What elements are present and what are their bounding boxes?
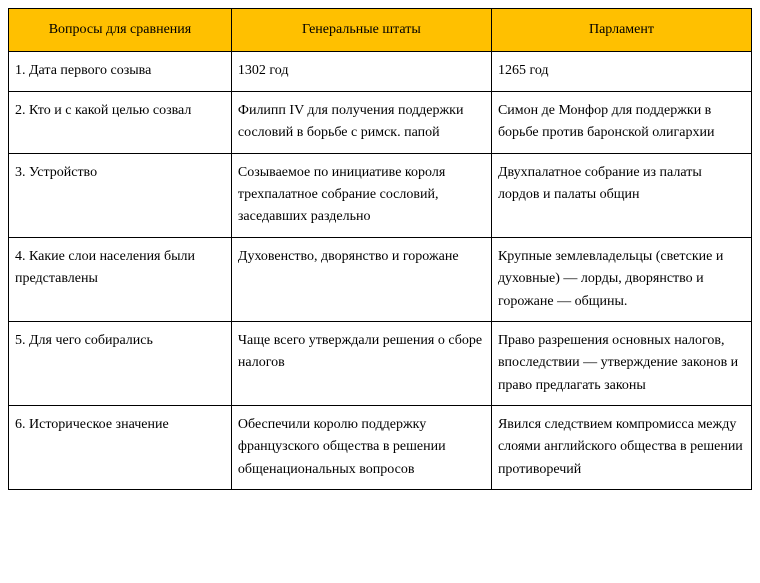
table-row: 5. Для чего собирались Чаще всего утверж… [9, 321, 752, 405]
cell-parliament: Двухпалатное собрание из палаты лордов и… [491, 153, 751, 237]
table-row: 2. Кто и с какой целью созвал Филипп IV … [9, 91, 752, 153]
table-row: 6. Историческое значение Обеспечили коро… [9, 406, 752, 490]
header-parliament: Парламент [491, 9, 751, 52]
cell-estates: Духовенство, дворянство и горожане [231, 237, 491, 321]
cell-question: 5. Для чего собирались [9, 321, 232, 405]
table-row: 1. Дата первого созыва 1302 год 1265 год [9, 52, 752, 91]
table-row: 3. Устройство Созываемое по инициативе к… [9, 153, 752, 237]
header-estates-general: Генеральные штаты [231, 9, 491, 52]
cell-parliament: 1265 год [491, 52, 751, 91]
header-questions: Вопросы для сравнения [9, 9, 232, 52]
cell-question: 4. Какие слои населения были представлен… [9, 237, 232, 321]
cell-question: 3. Устройство [9, 153, 232, 237]
table-header-row: Вопросы для сравнения Генеральные штаты … [9, 9, 752, 52]
cell-estates: Обеспечили королю поддержку французского… [231, 406, 491, 490]
cell-estates: Филипп IV для получения поддержки сослов… [231, 91, 491, 153]
comparison-table: Вопросы для сравнения Генеральные штаты … [8, 8, 752, 490]
table-row: 4. Какие слои населения были представлен… [9, 237, 752, 321]
cell-parliament: Право разрешения основных налогов, впосл… [491, 321, 751, 405]
cell-question: 1. Дата первого созыва [9, 52, 232, 91]
cell-parliament: Явился следствием компромисса между слоя… [491, 406, 751, 490]
cell-estates: 1302 год [231, 52, 491, 91]
cell-estates: Чаще всего утверждали решения о сборе на… [231, 321, 491, 405]
cell-estates: Созываемое по инициативе короля трехпала… [231, 153, 491, 237]
cell-question: 6. Историческое значение [9, 406, 232, 490]
cell-parliament: Симон де Монфор для поддержки в борьбе п… [491, 91, 751, 153]
cell-question: 2. Кто и с какой целью созвал [9, 91, 232, 153]
cell-parliament: Крупные землевладельцы (светские и духов… [491, 237, 751, 321]
